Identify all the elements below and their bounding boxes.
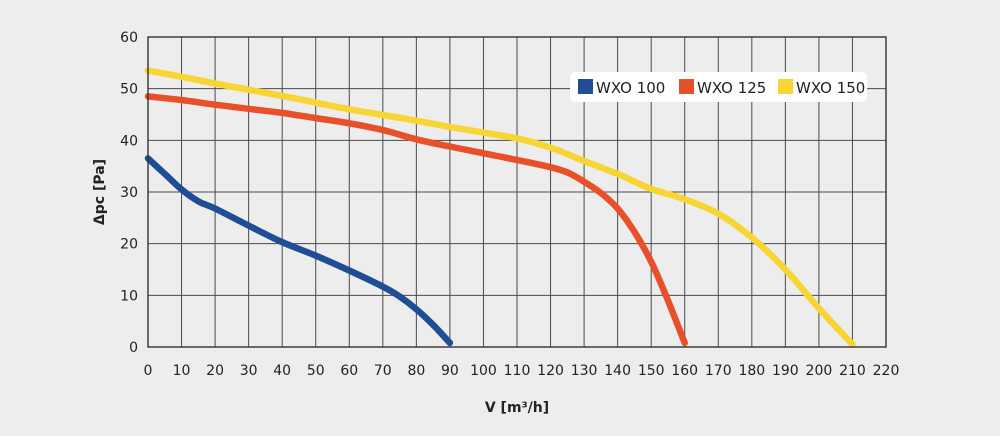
x-axis-title: V [m³/h] <box>485 400 549 416</box>
series-line-wxo-100 <box>144 155 454 347</box>
y-tick-label: 40 <box>120 133 138 149</box>
legend-items: WXO 100 WXO 125 WXO 150 <box>578 79 865 97</box>
plot-frame <box>147 36 887 348</box>
legend-label-wxo-125: WXO 125 <box>697 79 766 97</box>
x-tick-label: 90 <box>441 363 459 379</box>
y-tick-label: 30 <box>120 185 138 201</box>
x-tick-label: 40 <box>273 363 291 379</box>
x-tick-label: 190 <box>772 363 799 379</box>
series-line-wxo-125 <box>144 93 688 347</box>
legend-swatch-wxo-150 <box>778 79 793 94</box>
x-tick-label: 140 <box>604 363 631 379</box>
x-tick-label: 160 <box>671 363 698 379</box>
x-tick-label: 60 <box>340 363 358 379</box>
x-tick-label: 200 <box>806 363 833 379</box>
x-tick-label: 30 <box>240 363 258 379</box>
x-tick-label: 120 <box>537 363 564 379</box>
x-tick-label: 80 <box>407 363 425 379</box>
legend-label-wxo-100: WXO 100 <box>596 79 665 97</box>
x-tick-label: 10 <box>173 363 191 379</box>
x-tick-labels: 0 10 20 30 40 50 60 70 80 90 100 110 120 130 140 150 160… <box>144 363 900 379</box>
x-tick-label: 180 <box>738 363 765 379</box>
y-tick-labels: 0 10 20 30 40 50 60 <box>120 30 138 356</box>
y-tick-label: 0 <box>129 340 138 356</box>
legend-swatch-wxo-125 <box>679 79 694 94</box>
x-tick-label: 20 <box>206 363 224 379</box>
x-tick-label: 50 <box>307 363 325 379</box>
x-tick-label: 110 <box>504 363 531 379</box>
y-tick-label: 60 <box>120 30 138 46</box>
legend: WXO 100 WXO 125 WXO 150 <box>570 72 867 102</box>
x-tick-label: 150 <box>638 363 665 379</box>
series-lines <box>144 67 856 348</box>
x-tick-label: 0 <box>144 363 153 379</box>
y-tick-label: 50 <box>120 82 138 98</box>
y-tick-label: 20 <box>120 237 138 253</box>
legend-swatch-wxo-100 <box>578 79 593 94</box>
x-tick-label: 100 <box>470 363 497 379</box>
x-tick-label: 220 <box>873 363 900 379</box>
x-tick-label: 70 <box>374 363 392 379</box>
x-tick-label: 210 <box>839 363 866 379</box>
x-tick-label: 130 <box>571 363 598 379</box>
x-tick-label: 170 <box>705 363 732 379</box>
y-axis-title: Δpc [Pa] <box>92 159 108 225</box>
y-tick-label: 10 <box>120 288 138 304</box>
series-line-wxo-150 <box>144 67 856 348</box>
legend-label-wxo-150: WXO 150 <box>796 79 865 97</box>
